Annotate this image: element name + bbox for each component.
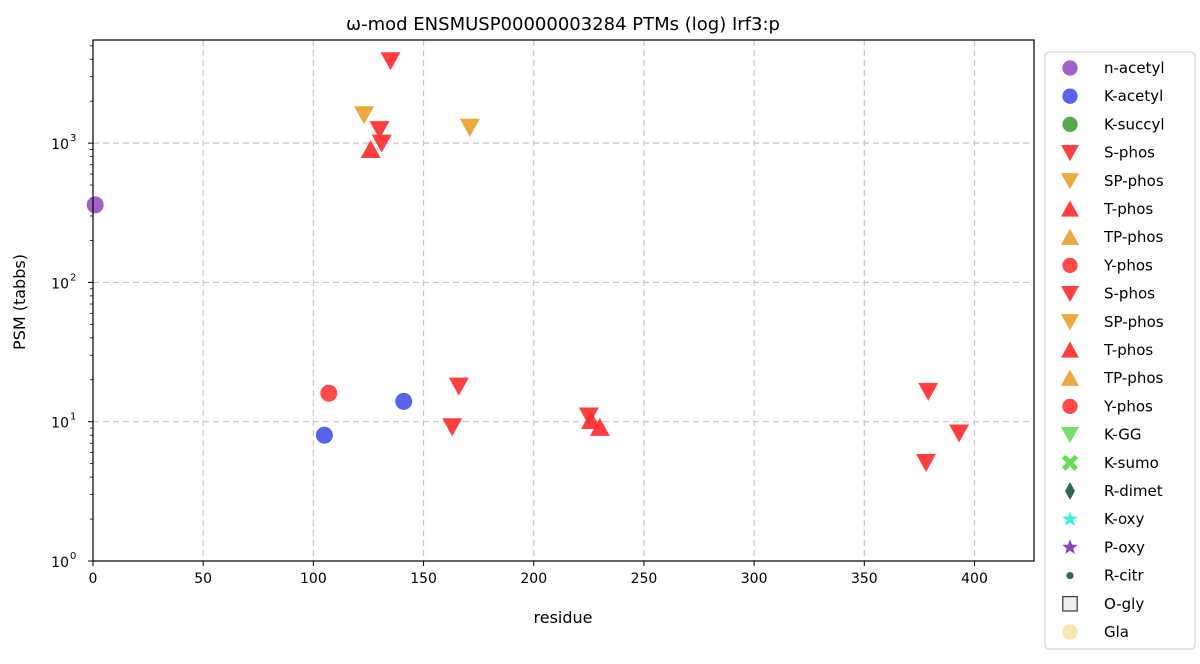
x-tick-label: 100 [300, 571, 327, 587]
x-tick-label: 250 [631, 571, 658, 587]
legend-marker [1062, 624, 1078, 640]
data-point [395, 392, 413, 410]
legend-marker [1061, 341, 1079, 358]
legend-frame [1044, 51, 1196, 650]
y-tick-label: 10 [51, 137, 69, 153]
x-tick-label: 350 [851, 571, 878, 587]
legend-label: Y-phos [1103, 256, 1153, 274]
data-point [320, 384, 338, 402]
legend-label: SP-phos [1104, 172, 1164, 190]
legend-label: K-GG [1104, 426, 1141, 444]
data-point [459, 118, 480, 137]
data-point [380, 52, 401, 71]
x-tick-label: 0 [89, 571, 98, 587]
legend-marker [1062, 257, 1078, 274]
legend-marker [1062, 116, 1078, 133]
data-point [371, 134, 392, 153]
data-point [918, 382, 939, 401]
legend-label: R-dimet [1104, 482, 1163, 500]
legend-marker [1062, 60, 1078, 76]
legend-marker [1061, 426, 1079, 444]
legend-label: n-acetyl [1104, 59, 1165, 77]
y-tick-exponent: 2 [70, 272, 76, 283]
data-point [354, 106, 375, 125]
x-axis-label: residue [534, 608, 593, 627]
legend-marker [1061, 200, 1079, 217]
legend-marker [1061, 369, 1079, 386]
legend-marker [1061, 285, 1079, 303]
legend-label: K-oxy [1104, 510, 1145, 528]
y-tick-exponent: 3 [70, 133, 76, 144]
legend-marker [1062, 539, 1078, 554]
legend-label: R-citr [1104, 567, 1145, 585]
y-tick-exponent: 1 [70, 412, 76, 423]
data-point [442, 418, 463, 437]
data-point [916, 453, 937, 472]
legend: n-acetyl K-acetyl K-succyl S-phos SP-phos T-p… [1044, 51, 1196, 650]
data-points [86, 52, 970, 472]
grid-lines [93, 40, 1034, 561]
data-point [448, 377, 469, 396]
legend-label: S-phos [1104, 285, 1155, 303]
legend-label: Y-phos [1103, 397, 1153, 415]
legend-marker [1061, 454, 1079, 471]
legend-marker [1062, 511, 1078, 526]
data-point [589, 417, 610, 436]
x-tick-label: 300 [741, 571, 768, 587]
legend-marker [1062, 398, 1078, 415]
legend-marker [1066, 572, 1074, 580]
x-tick-label: 400 [961, 571, 988, 587]
legend-label: O-gly [1104, 595, 1144, 613]
data-point [949, 424, 970, 443]
chart-title: ω-mod ENSMUSP00000003284 PTMs (log) Irf3… [346, 14, 780, 35]
y-axis-label: PSM (tabbs) [10, 254, 29, 350]
legend-label: T-phos [1103, 341, 1153, 359]
legend-label: K-succyl [1104, 115, 1165, 133]
data-point [581, 411, 602, 430]
legend-label: TP-phos [1103, 228, 1163, 246]
legend-label: Gla [1104, 623, 1129, 641]
legend-label: SP-phos [1104, 313, 1164, 331]
data-point [315, 426, 333, 444]
data-point [369, 121, 390, 140]
legend-marker [1062, 595, 1078, 612]
data-point [86, 196, 104, 214]
legend-marker [1061, 173, 1079, 190]
x-tick-label: 150 [410, 571, 437, 587]
legend-label: K-acetyl [1104, 87, 1163, 105]
legend-marker [1065, 482, 1075, 500]
x-tick-label: 50 [194, 571, 212, 587]
y-tick-label: 10 [51, 276, 69, 292]
data-point [360, 139, 381, 158]
legend-label: T-phos [1103, 200, 1153, 218]
x-tick-label: 200 [520, 571, 547, 587]
legend-label: P-oxy [1104, 538, 1145, 556]
legend-marker [1061, 228, 1079, 245]
legend-label: K-sumo [1104, 454, 1159, 472]
legend-label: S-phos [1104, 144, 1155, 162]
y-tick-label: 10 [51, 555, 69, 571]
legend-marker [1062, 88, 1078, 104]
legend-marker [1061, 144, 1079, 162]
plot-area-frame [92, 39, 1035, 562]
legend-marker [1061, 314, 1079, 331]
legend-label: TP-phos [1103, 369, 1163, 387]
y-tick-label: 10 [51, 416, 69, 432]
y-tick-exponent: 0 [70, 551, 76, 562]
